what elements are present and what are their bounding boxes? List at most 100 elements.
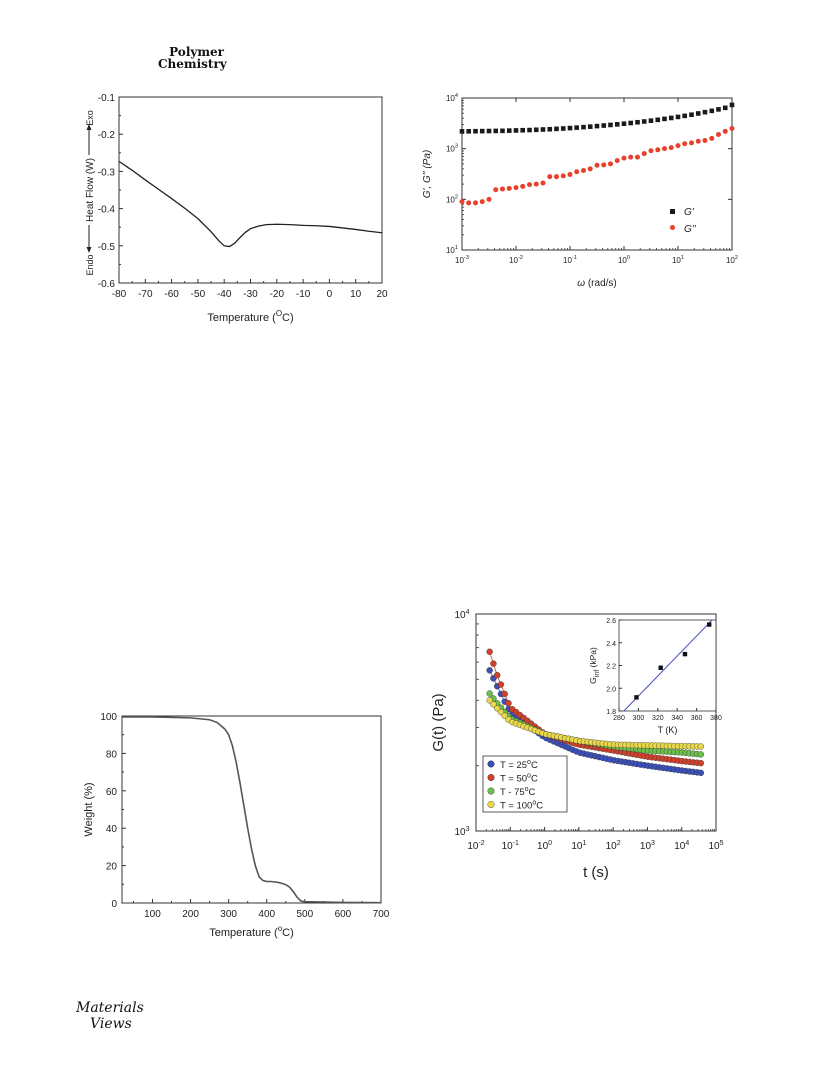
tick-exponent: 3 [466, 826, 470, 833]
tick-base: 10 [446, 195, 455, 204]
tick-base: 10 [606, 841, 618, 852]
x-label-unit: C) [282, 927, 294, 939]
x-label-degree: O [276, 309, 282, 318]
rheology-x-axis-label: ω (rad/s) [577, 278, 616, 289]
tga-x-tick-label: 600 [335, 909, 352, 920]
rheology-x-tick-label: 102 [726, 255, 738, 265]
inset-x-tick-label: 320 [652, 715, 664, 722]
storage-modulus-point [682, 113, 687, 119]
legend-series-label: T = 100oC [500, 800, 543, 812]
dsc-x-tick-label: -10 [296, 289, 311, 300]
storage-modulus-point [560, 126, 566, 131]
dsc-x-tick-label: 10 [350, 289, 362, 300]
relaxation-data-point [697, 759, 705, 767]
storage-modulus-point [533, 127, 539, 133]
rheology-y-axis-label: G', G'' (Pa) [422, 150, 433, 199]
legend-label-unit: C [531, 774, 538, 785]
tick-base: 10 [672, 256, 681, 265]
relaxation-data-point [697, 769, 705, 777]
tick-base: 10 [618, 256, 627, 265]
legend-label-degree: o [527, 773, 531, 780]
inset-x-tick-label: 360 [691, 715, 703, 722]
storage-modulus-point [479, 128, 485, 134]
storage-modulus-point [608, 122, 613, 128]
tga-x-tick-label: 300 [220, 909, 237, 920]
x-label-unit: (rad/s) [585, 278, 617, 289]
tick-base: 10 [446, 145, 455, 154]
relaxation-x-tick-label: 104 [674, 840, 689, 852]
relaxation-inset: 280 300 320 340 360 380 1.8 2.0 2.2 2.4 2.6 T (K) Gi… [588, 618, 722, 735]
storage-modulus-point [702, 109, 708, 115]
rheology-x-tick-label: 10-3 [455, 255, 469, 265]
legend-storage-marker [670, 209, 675, 214]
relaxation-y-tick-label: 104 [454, 609, 469, 621]
inset-x-axis-label: T (K) [658, 725, 678, 735]
relaxation-x-tick-label: 105 [708, 840, 723, 852]
loss-modulus-point [499, 186, 505, 192]
relaxation-data-point [501, 712, 508, 720]
relaxation-data-point [486, 667, 493, 674]
dsc-x-tick-label: -40 [217, 289, 232, 300]
legend-marker [487, 801, 495, 809]
dsc-y-tick-label: -0.5 [98, 242, 116, 253]
relaxation-y-tick-label: 103 [454, 826, 469, 838]
inset-y-label-base: G [588, 677, 598, 684]
legend-label-text: T = 25 [500, 760, 527, 771]
loss-modulus-point [527, 182, 533, 188]
loss-modulus-point [587, 166, 593, 172]
tick-exponent: 0 [627, 255, 630, 261]
loss-modulus-point [628, 154, 634, 160]
inset-x-tick-label: 380 [710, 715, 722, 722]
tga-y-tick-label: 100 [100, 712, 117, 723]
loss-modulus-point [493, 187, 499, 193]
tick-exponent: 4 [466, 609, 470, 616]
tga-y-tick-label: 60 [106, 787, 118, 798]
relaxation-x-tick-label: 103 [640, 840, 655, 852]
inset-data-point [634, 695, 639, 700]
rheology-plot-frame [461, 97, 733, 251]
rheology-y-tick-label: 103 [446, 144, 458, 154]
storage-modulus-point [486, 128, 492, 134]
inset-x-tick-label: 300 [633, 715, 645, 722]
storage-modulus-point [554, 126, 559, 132]
inset-y-label-subscript: inf [594, 670, 601, 677]
tick-base: 10 [455, 256, 464, 265]
relaxation-data-point [486, 648, 493, 655]
tga-x-tick-label: 400 [258, 909, 275, 920]
loss-modulus-point [689, 140, 695, 146]
loss-modulus-point [661, 146, 667, 152]
loss-modulus-point [486, 196, 492, 202]
loss-modulus-point [695, 138, 701, 144]
tick-exponent: 4 [455, 93, 458, 99]
storage-modulus-point [567, 125, 573, 131]
loss-modulus-point [614, 158, 620, 164]
inset-x-tick-label: 340 [671, 715, 683, 722]
tick-exponent: 1 [681, 255, 684, 261]
legend-loss-label: G'' [684, 224, 697, 235]
tga-y-tick-label: 40 [106, 824, 118, 835]
relaxation-data-point [697, 751, 705, 758]
relaxation-x-axis-label: t (s) [583, 864, 609, 881]
dsc-y-tick-label: -0.2 [98, 130, 116, 141]
storage-modulus-point [527, 127, 532, 133]
storage-modulus-point [675, 114, 681, 120]
relaxation-x-tick-label: 100 [537, 840, 552, 852]
storage-modulus-point [668, 115, 674, 121]
legend-label-degree: o [532, 800, 536, 807]
storage-modulus-point [689, 112, 694, 118]
storage-modulus-point [493, 128, 499, 134]
storage-modulus-point [635, 119, 640, 125]
relaxation-x-tick-label: 10-2 [467, 840, 484, 852]
storage-modulus-point [459, 129, 465, 134]
storage-modulus-point [722, 105, 728, 111]
inset-y-tick-label: 1.8 [606, 709, 616, 716]
legend-series-label: T = 50oC [500, 773, 538, 785]
legend-label-degree: o [527, 759, 531, 766]
relaxation-data-point [490, 701, 497, 708]
storage-modulus-point [473, 128, 478, 134]
storage-modulus-point [716, 107, 721, 112]
tick-exponent: 4 [685, 840, 689, 847]
relaxation-data-point [486, 697, 493, 704]
storage-modulus-point [601, 123, 607, 128]
